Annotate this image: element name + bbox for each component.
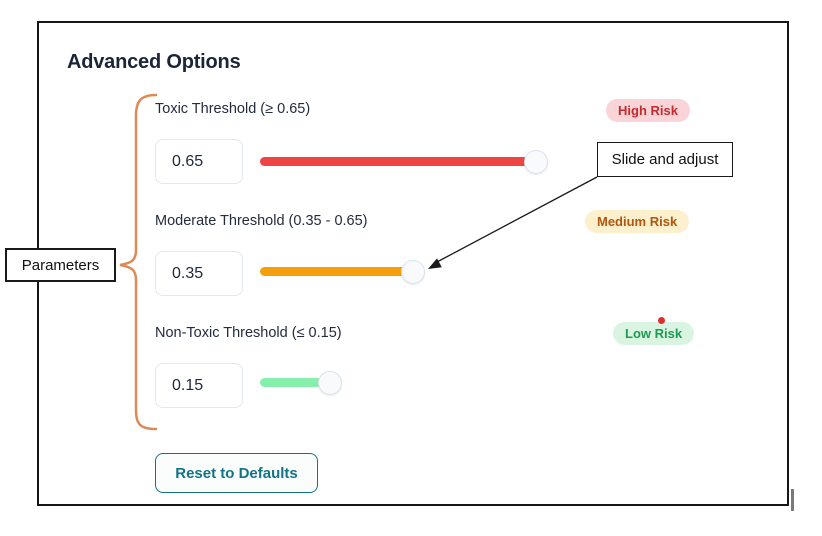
nontoxic-threshold-slider-thumb[interactable]	[318, 371, 342, 395]
high-risk-badge: High Risk	[606, 99, 690, 122]
reset-to-defaults-button[interactable]: Reset to Defaults	[155, 453, 318, 493]
moderate-threshold-input[interactable]	[155, 251, 243, 296]
nontoxic-threshold-label: Non-Toxic Threshold (≤ 0.15)	[155, 325, 342, 341]
toxic-threshold-slider-thumb[interactable]	[524, 150, 548, 174]
page-title: Advanced Options	[67, 51, 241, 73]
toxic-threshold-label: Toxic Threshold (≥ 0.65)	[155, 101, 311, 117]
moderate-threshold-slider-track[interactable]	[260, 267, 418, 276]
nontoxic-threshold-slider-track[interactable]	[260, 378, 335, 387]
callout-arrow-icon	[428, 176, 598, 269]
low-risk-badge: Low Risk	[613, 322, 695, 345]
moderate-threshold-slider-thumb[interactable]	[401, 260, 425, 284]
moderate-threshold-label: Moderate Threshold (0.35 - 0.65)	[155, 213, 368, 229]
red-marker-dot	[658, 317, 665, 324]
medium-risk-badge: Medium Risk	[585, 210, 690, 233]
panel-shadow-line	[791, 489, 794, 511]
slide-adjust-callout: Slide and adjust	[597, 142, 733, 177]
toxic-threshold-slider-track[interactable]	[260, 157, 545, 166]
nontoxic-threshold-input[interactable]	[155, 363, 243, 408]
toxic-threshold-input[interactable]	[155, 139, 243, 184]
parameters-brace-icon	[119, 93, 158, 431]
parameters-callout: Parameters	[5, 248, 116, 282]
